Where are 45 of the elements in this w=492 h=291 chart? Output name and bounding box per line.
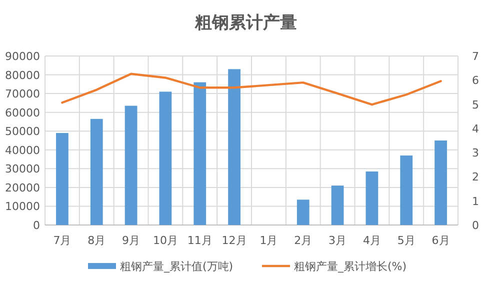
bar — [228, 69, 240, 225]
bar — [90, 118, 103, 225]
x-tick-label: 6月 — [432, 234, 450, 247]
y-tick-label: 40000 — [5, 144, 40, 157]
x-tick-label: 8月 — [88, 234, 106, 247]
bar — [366, 171, 378, 225]
line-series — [61, 72, 442, 106]
y-tick-label: 70000 — [5, 88, 40, 101]
y2-tick-label: 1 — [472, 194, 479, 208]
x-tick-label: 5月 — [397, 234, 416, 247]
y2-tick-label: 5 — [472, 98, 479, 112]
y-tick-label: 60000 — [5, 106, 40, 120]
y-tick-label: 20000 — [5, 181, 40, 194]
bar — [159, 92, 172, 225]
legend-label: 粗钢产量_累计增长(%) — [294, 260, 407, 273]
legend-label: 粗钢产量_累计值(万吨) — [120, 260, 234, 273]
bar — [194, 82, 206, 225]
x-tick-label: 7月 — [53, 234, 72, 247]
y2-tick-label: 3 — [472, 146, 479, 160]
y-tick-label: 50000 — [5, 125, 40, 138]
chart-title: 粗钢累计产量 — [194, 13, 297, 33]
y2-tick-label: 4 — [472, 122, 479, 136]
x-tick-label: 1月 — [260, 234, 278, 247]
bar — [296, 200, 310, 225]
y-tick-label: 90000 — [5, 50, 40, 63]
y-tick-label: 10000 — [5, 200, 40, 214]
x-tick-label: 10月 — [152, 234, 178, 247]
x-tick-label: 12月 — [222, 234, 247, 247]
y-tick-label: 30000 — [5, 162, 40, 176]
x-tick-label: 4月 — [362, 234, 381, 247]
y-tick-label: 0 — [33, 219, 40, 232]
x-tick-label: 3月 — [328, 234, 347, 247]
x-tick-label: 11月 — [187, 234, 212, 247]
x-tick-label: 9月 — [122, 234, 140, 247]
bar — [56, 132, 68, 225]
bar — [434, 140, 447, 225]
bar — [400, 156, 413, 225]
x-tick-label: 2月 — [294, 234, 312, 247]
bar — [331, 186, 344, 225]
y2-tick-label: 6 — [472, 74, 479, 88]
bar — [124, 106, 138, 225]
y-tick-label: 80000 — [5, 68, 40, 82]
y2-tick-label: 2 — [472, 170, 479, 184]
y2-tick-label: 7 — [472, 50, 479, 63]
y2-tick-label: 0 — [472, 219, 479, 232]
